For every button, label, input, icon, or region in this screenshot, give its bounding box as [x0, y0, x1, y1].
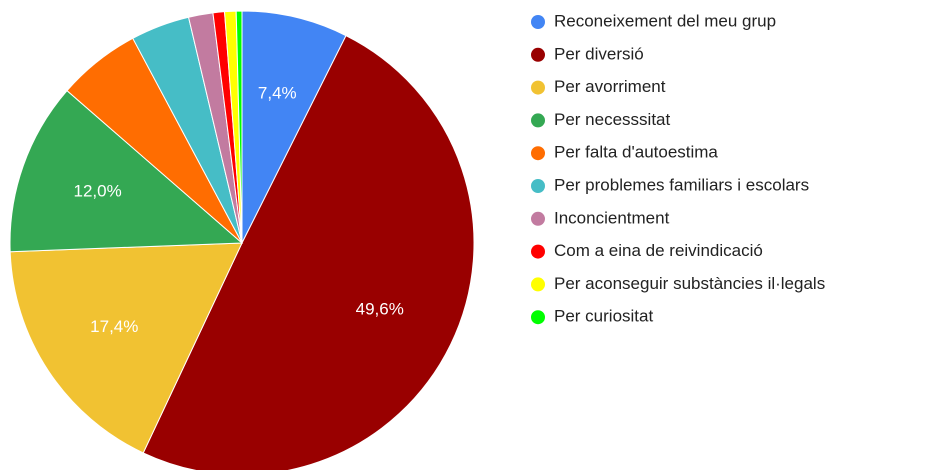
legend-swatch — [531, 211, 545, 226]
value-label: 49,6% — [356, 299, 404, 318]
legend-swatch — [531, 113, 545, 128]
legend-swatch — [531, 179, 545, 193]
legend-label: Per problemes familiars i escolars — [554, 175, 809, 194]
legend-label: Per falta d'autoestima — [554, 143, 718, 162]
value-label: 12,0% — [74, 182, 122, 201]
legend-label: Inconcientment — [554, 208, 670, 227]
pie-slice — [9, 242, 243, 454]
legend-swatch — [531, 146, 545, 161]
legend-swatch — [531, 15, 545, 29]
legend-swatch — [531, 47, 545, 62]
legend-label: Per avorriment — [554, 77, 666, 96]
legend-swatch — [531, 80, 545, 95]
legend-label: Per aconseguir substàncies il·legals — [554, 274, 825, 293]
legend-label: Per curiositat — [554, 307, 653, 326]
value-label: 17,4% — [90, 317, 138, 336]
legend-label: Per diversió — [554, 44, 644, 63]
legend-label: Com a eina de reivindicació — [554, 241, 763, 260]
legend-swatch — [531, 310, 545, 325]
pie-slice — [9, 89, 244, 253]
pie-slice — [142, 34, 475, 470]
legend-label: Reconeixement del meu grup — [554, 11, 776, 30]
pie-slice — [241, 10, 347, 244]
value-label: 7,4% — [258, 83, 297, 102]
pie-slice — [235, 10, 243, 244]
legend-label: Per necesssitat — [554, 110, 670, 129]
legend-swatch — [531, 244, 545, 259]
legend-swatch — [531, 277, 545, 292]
